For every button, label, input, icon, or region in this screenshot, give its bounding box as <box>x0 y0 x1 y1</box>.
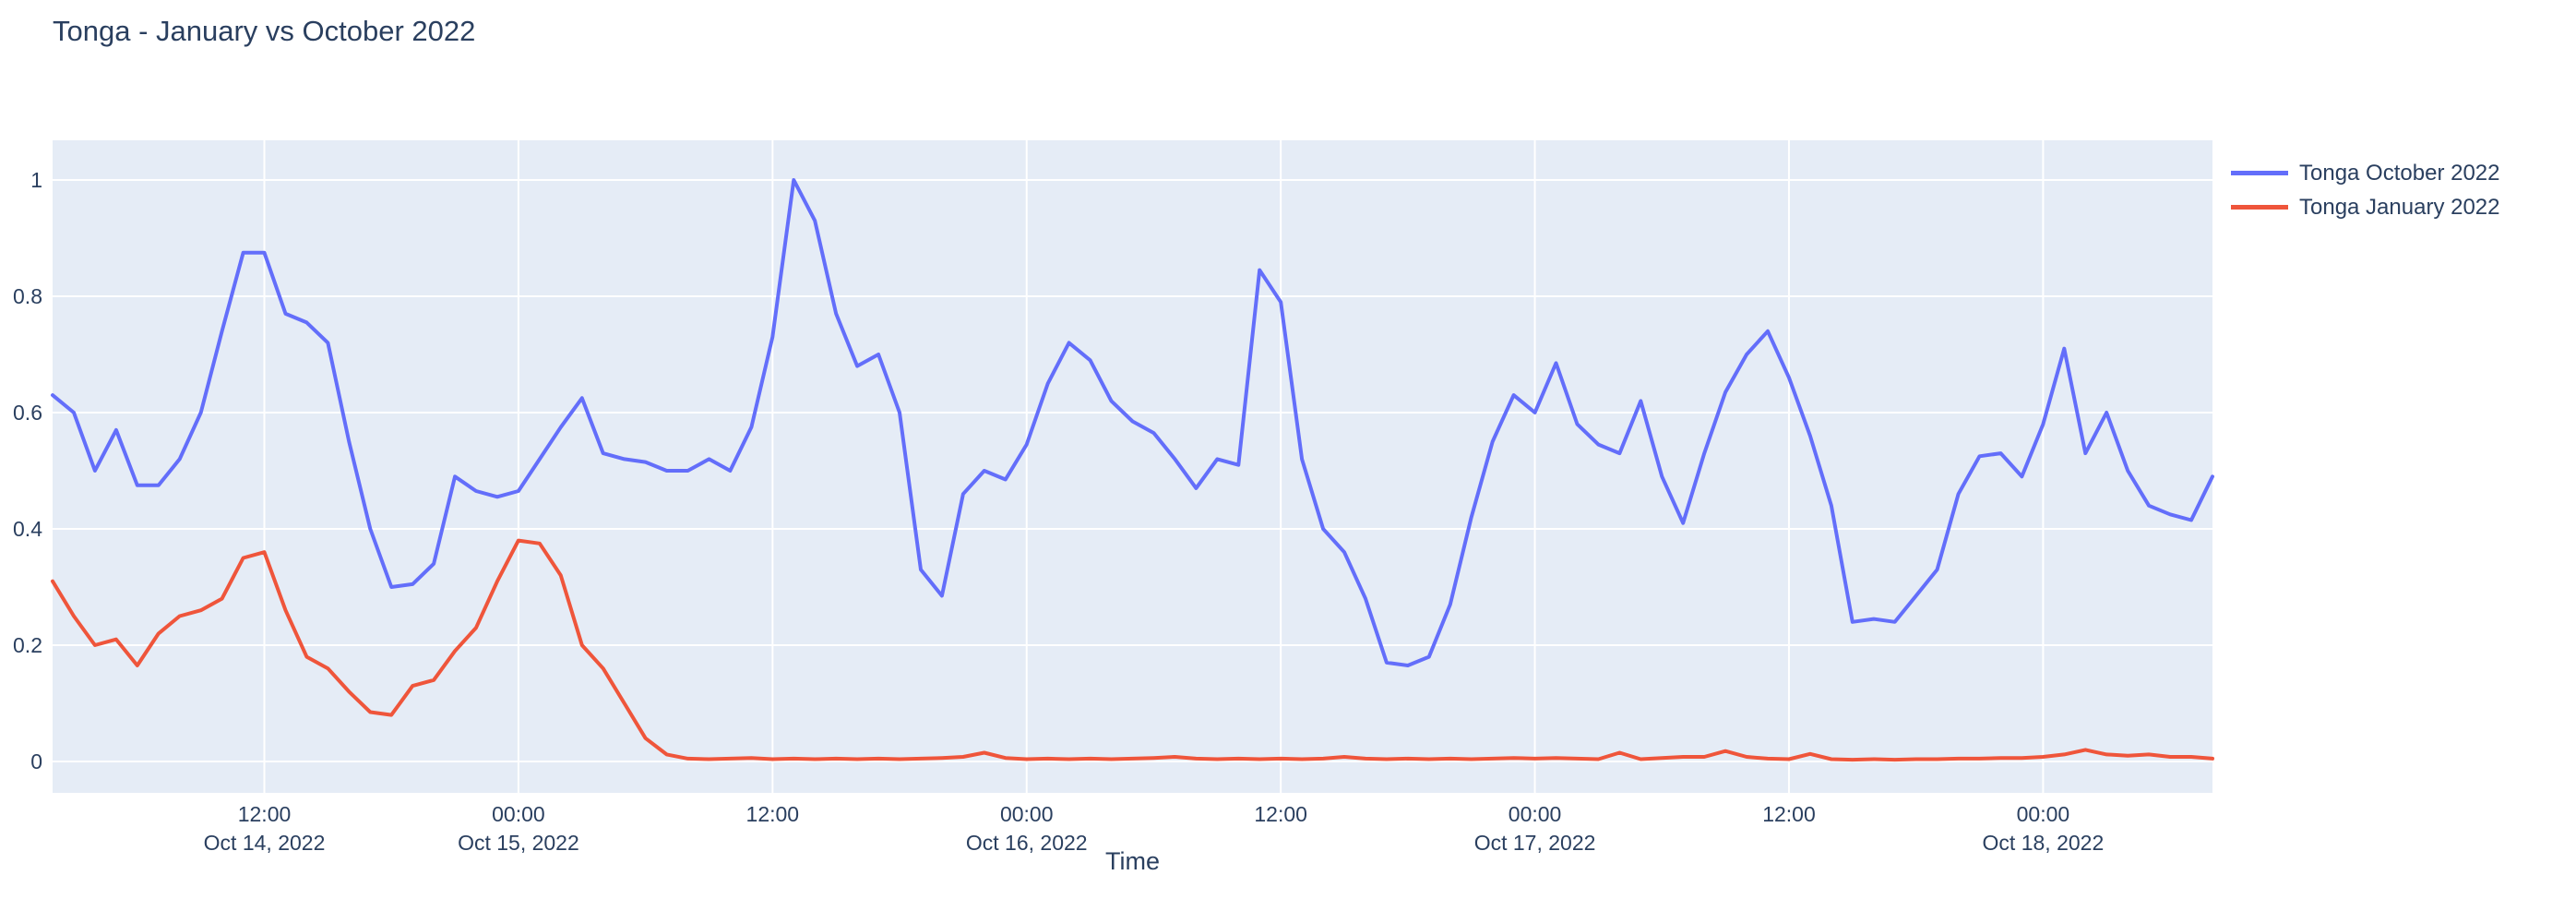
x-tick-date-label: Oct 16, 2022 <box>966 831 1088 855</box>
x-tick-time-label: 00:00 <box>492 802 545 826</box>
plot-background[interactable] <box>53 140 2212 793</box>
x-tick-time-label: 00:00 <box>1000 802 1054 826</box>
legend-label: Tonga January 2022 <box>2299 194 2500 220</box>
x-tick-time-label: 12:00 <box>238 802 292 826</box>
series-line-tonga-january-2022[interactable] <box>51 538 2214 762</box>
y-tick-label: 0.8 <box>13 284 42 308</box>
chart-title: Tonga - January vs October 2022 <box>53 15 476 47</box>
legend: Tonga October 2022 Tonga January 2022 <box>2229 156 2500 224</box>
x-tick-time-label: 12:00 <box>1254 802 1307 826</box>
y-tick-label: 0.2 <box>13 633 42 657</box>
x-tick-date-label: Oct 14, 2022 <box>204 831 326 855</box>
x-tick-date-label: Oct 18, 2022 <box>1983 831 2105 855</box>
legend-line-swatch <box>2231 171 2288 175</box>
series-line-tonga-october-2022[interactable] <box>51 178 2214 667</box>
x-tick-date-label: Oct 17, 2022 <box>1474 831 1596 855</box>
y-tick-label: 1 <box>30 168 42 192</box>
x-tick-time-label: 12:00 <box>746 802 800 826</box>
y-tick-label: 0.4 <box>13 517 42 541</box>
legend-item[interactable]: Tonga January 2022 <box>2229 190 2500 224</box>
x-tick-time-label: 12:00 <box>1762 802 1816 826</box>
legend-item[interactable]: Tonga October 2022 <box>2229 156 2500 190</box>
x-tick-date-label: Oct 15, 2022 <box>458 831 579 855</box>
x-axis-title: Time <box>1105 847 1160 875</box>
legend-line-swatch <box>2231 205 2288 210</box>
x-tick-time-label: 00:00 <box>1509 802 1562 826</box>
legend-label: Tonga October 2022 <box>2299 160 2500 186</box>
x-tick-time-label: 00:00 <box>2017 802 2070 826</box>
y-tick-label: 0 <box>30 749 42 773</box>
y-tick-label: 0.6 <box>13 401 42 425</box>
